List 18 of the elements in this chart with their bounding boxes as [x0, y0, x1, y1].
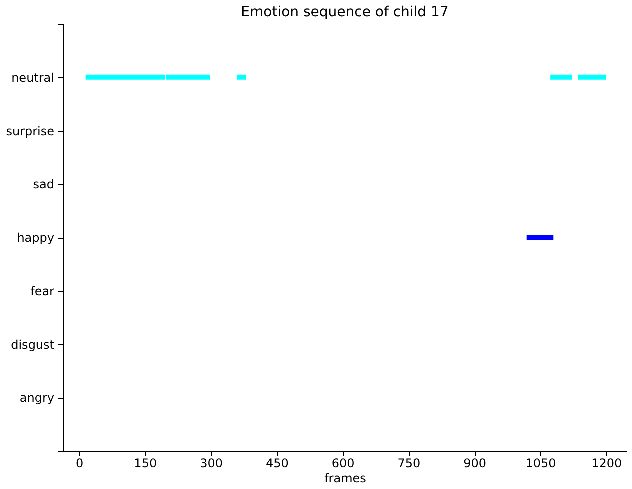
x-tick-label: 300 [200, 456, 223, 470]
x-tick-label: 900 [464, 456, 487, 470]
x-tick-label: 450 [266, 456, 289, 470]
chart-title: Emotion sequence of child 17 [241, 4, 449, 20]
y-tick-label: neutral [12, 70, 54, 85]
x-tick-label: 600 [332, 456, 355, 470]
y-tick-label: surprise [6, 124, 54, 138]
x-axis-title: frames [324, 472, 366, 486]
x-tick-label: 150 [134, 456, 158, 470]
x-tick-label: 750 [398, 456, 421, 470]
x-tick-label: 1200 [592, 456, 622, 470]
y-tick-label: happy [17, 231, 54, 245]
y-tick-label: fear [30, 284, 55, 298]
y-tick-label: sad [33, 178, 54, 192]
y-tick-label: angry [20, 391, 54, 406]
x-tick-label: 1050 [526, 456, 556, 470]
x-tick-label: 0 [76, 456, 84, 470]
y-tick-label: disgust [11, 338, 55, 352]
